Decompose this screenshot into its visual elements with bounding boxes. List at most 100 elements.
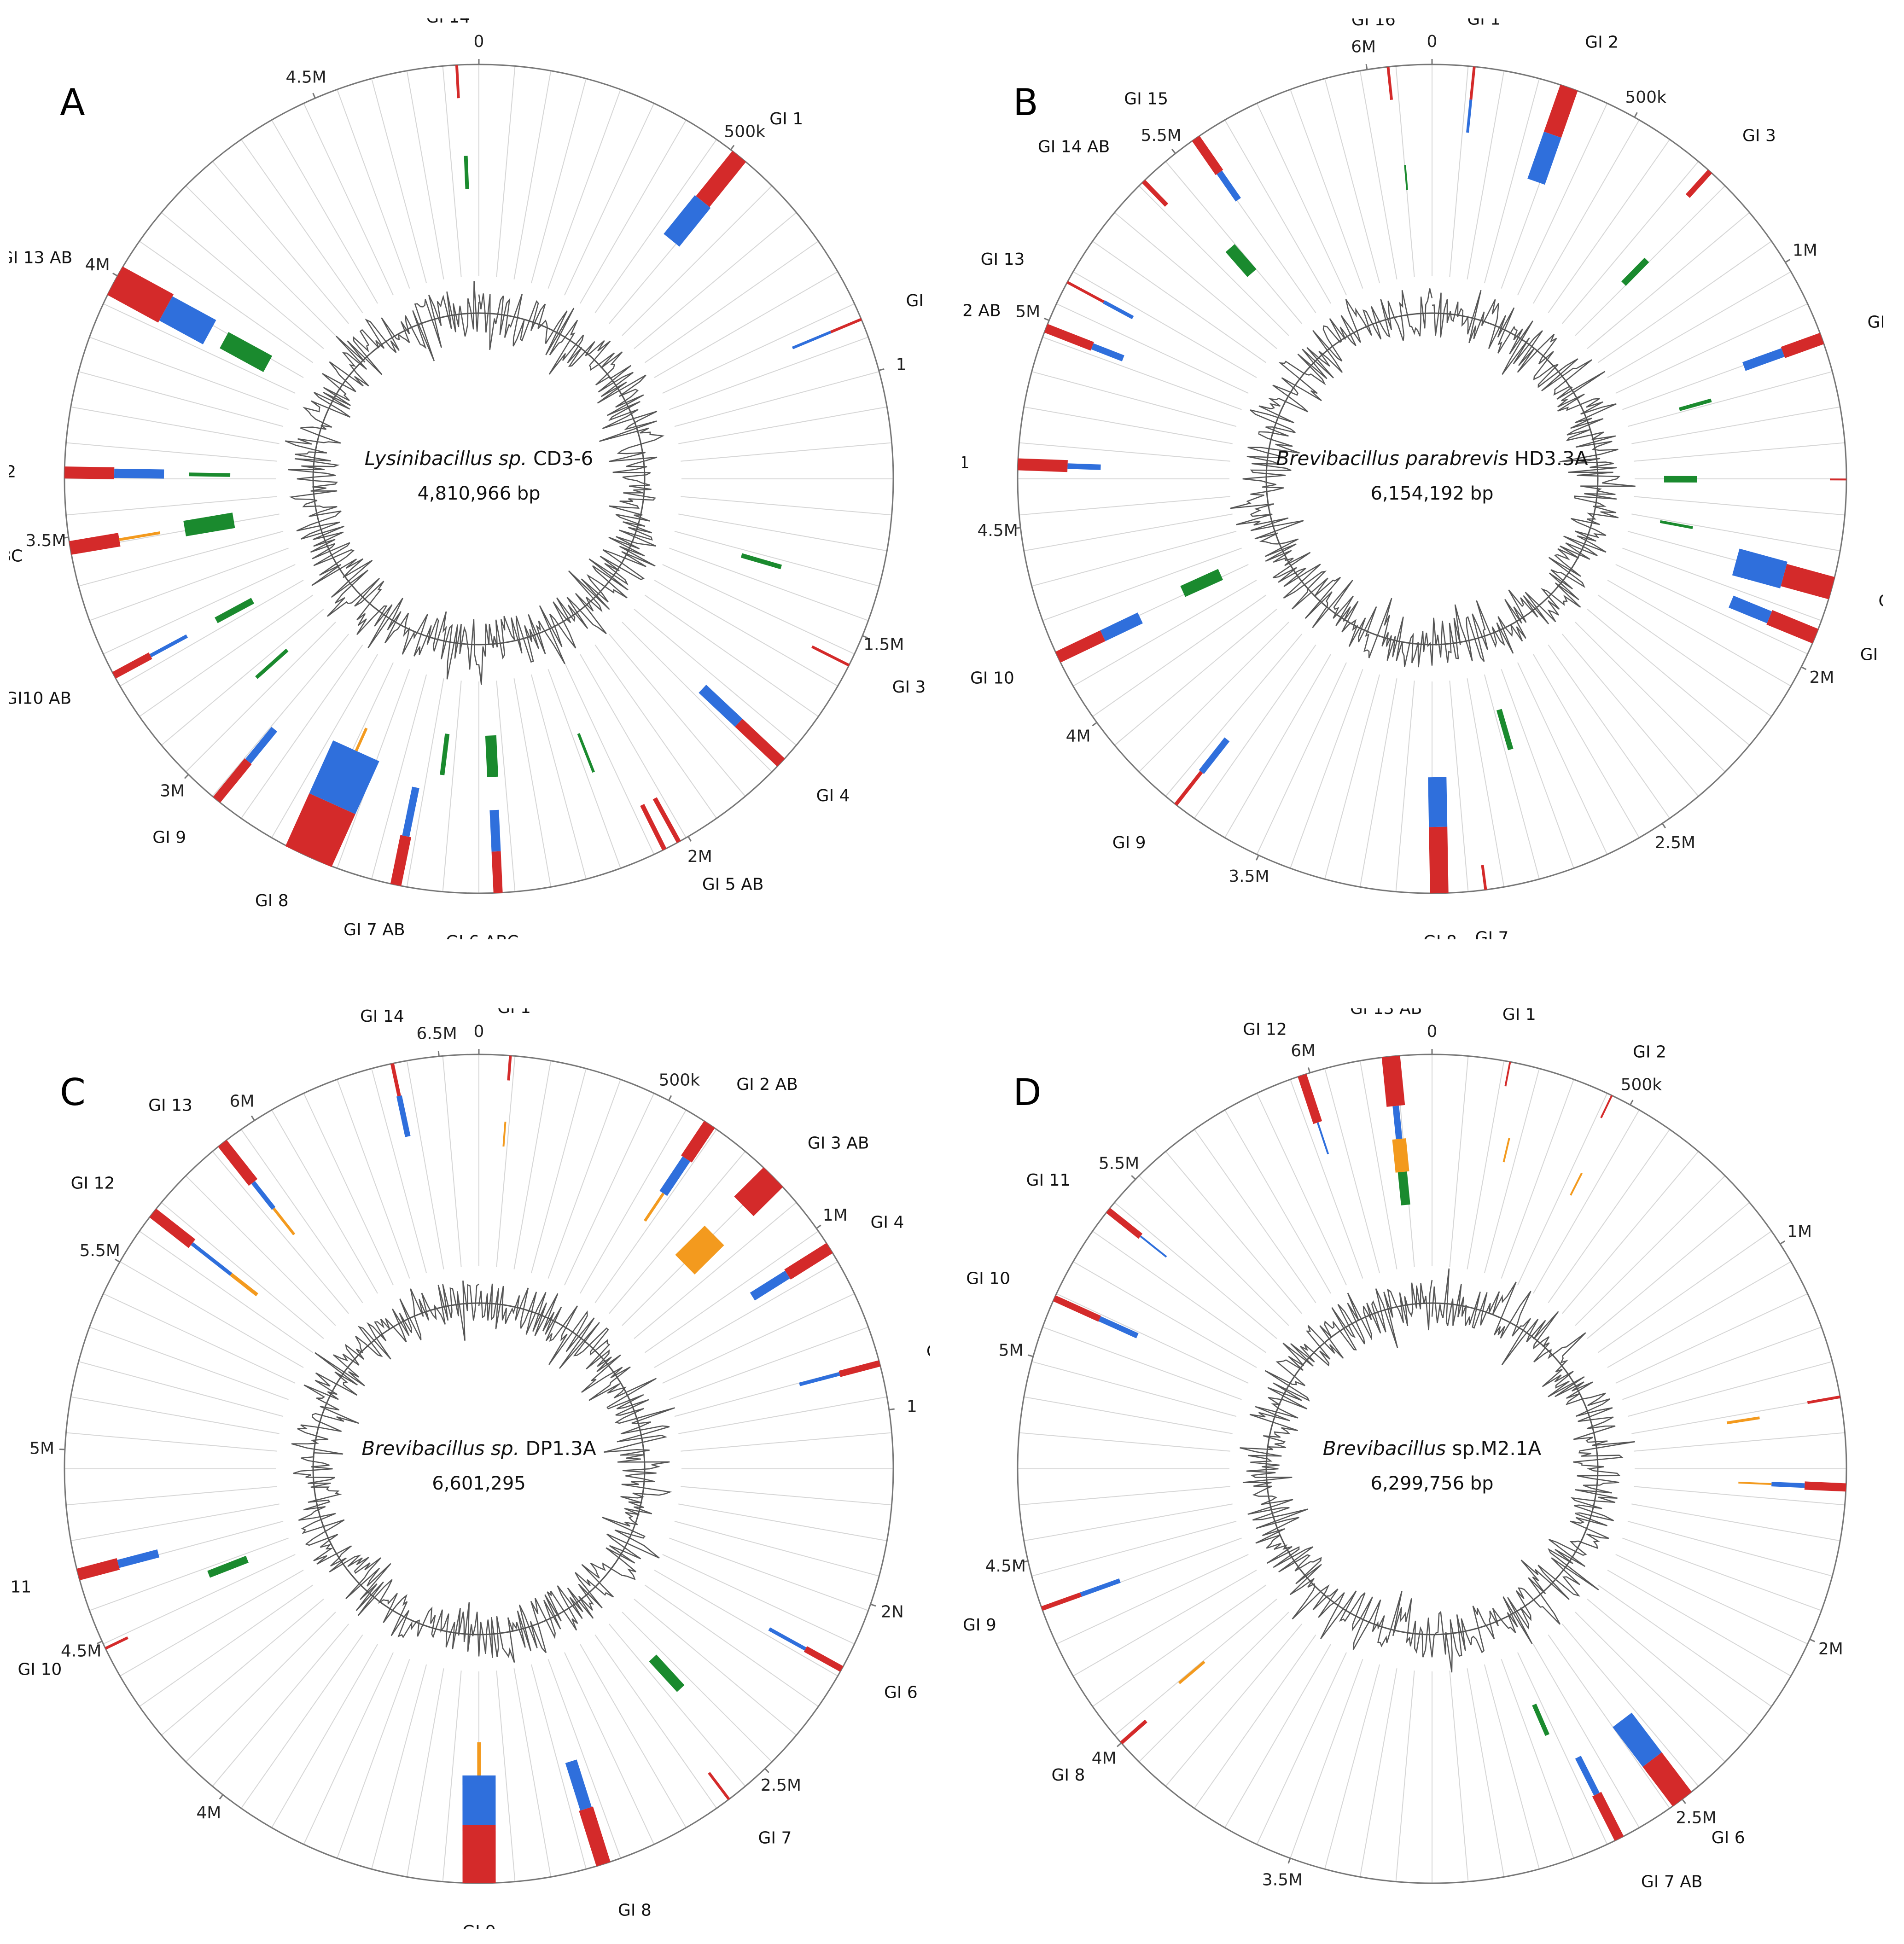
spoke-line: [1290, 89, 1363, 289]
feature-green: [1180, 569, 1223, 597]
spoke-line: [1031, 1520, 1237, 1577]
spoke-line: [594, 1634, 717, 1809]
island-label: GI 7: [758, 1828, 792, 1847]
spoke-line: [1533, 120, 1640, 304]
spoke-line: [564, 103, 655, 296]
spoke-line: [681, 496, 892, 516]
organism-strain: HD3.3A: [1508, 447, 1588, 470]
tick-mark: [889, 1408, 895, 1411]
island-label: GI 2 AB: [736, 1075, 798, 1094]
spoke-line: [654, 271, 838, 378]
spoke-line: [496, 66, 516, 277]
feature-green: [464, 156, 469, 189]
spoke-line: [1359, 1668, 1397, 1877]
island-label: GI 8: [1423, 932, 1457, 939]
feature-blue: [1140, 1235, 1167, 1258]
spoke-line: [1484, 78, 1540, 284]
tick-mark: [1027, 1354, 1034, 1357]
island-labels: GI 1 GI 2 GI 3 GI 4 AB GI 5 GI 6 GI 7 GI 8 GI 9 G…: [962, 18, 1883, 939]
spoke-line: [1631, 1396, 1840, 1434]
spoke-line: [1031, 371, 1237, 427]
tick-mark: [184, 774, 189, 779]
feature-orange: [1738, 1481, 1772, 1485]
tick-labels: 0 500k 1 1.5M 2M 3M 3.5M 4M 4.5M: [25, 32, 906, 866]
spoke-line: [594, 139, 717, 314]
spoke-line: [644, 1584, 819, 1707]
feature-red: [1429, 826, 1449, 894]
island-label: GI 5: [926, 1342, 930, 1361]
feature-red: [455, 65, 460, 99]
spoke-line: [530, 78, 587, 284]
spoke-line: [1024, 1503, 1233, 1542]
feature-red: [1600, 1095, 1613, 1118]
spoke-line: [185, 1612, 336, 1763]
spoke-line: [1501, 669, 1574, 869]
feature-red: [696, 151, 746, 207]
island-label: GI 3: [1742, 127, 1776, 146]
feature-blue: [149, 634, 188, 658]
tick-label: 6M: [1351, 38, 1376, 57]
feature-red: [804, 1646, 844, 1672]
feature-orange: [1178, 1660, 1205, 1684]
panel-label: A: [60, 81, 85, 124]
feature-orange: [1502, 1137, 1510, 1163]
spoke-line: [185, 622, 336, 773]
spoke-line: [678, 513, 887, 552]
island-label: GI 4: [870, 1213, 904, 1232]
spoke-line: [78, 371, 284, 427]
organism-name: Lysinibacillus sp. CD3-6: [365, 447, 593, 470]
tick-mark: [1365, 64, 1368, 70]
feature-green: [207, 1555, 249, 1578]
spoke-line: [1562, 634, 1699, 797]
tick-mark: [816, 1224, 821, 1229]
spoke-line: [1467, 1060, 1505, 1269]
spoke-line: [1467, 70, 1505, 279]
spoke-line: [1256, 662, 1347, 855]
tick-mark: [1630, 1100, 1634, 1106]
spoke-line: [303, 103, 394, 296]
tick-label: 5.5M: [1141, 126, 1181, 145]
feature-red: [811, 645, 850, 667]
spoke-line: [442, 681, 462, 892]
spoke-line: [1587, 212, 1750, 349]
spoke-line: [609, 1624, 746, 1787]
spoke-line: [1615, 303, 1808, 394]
spoke-line: [1165, 1624, 1302, 1787]
tick-mark: [1661, 823, 1666, 829]
spoke-line: [185, 185, 336, 336]
spoke-line: [139, 1584, 314, 1707]
spoke-line: [1042, 337, 1242, 410]
spoke-line: [681, 442, 892, 462]
spoke-line: [1533, 654, 1640, 838]
feature-red: [69, 533, 121, 555]
island-label: GI 5: [1878, 592, 1883, 611]
tick-label: 3.5M: [1229, 867, 1269, 886]
tick-mark: [862, 635, 868, 639]
feature-blue: [1428, 777, 1448, 827]
feature-red: [838, 1360, 881, 1377]
feature-blue: [402, 786, 419, 837]
tick-label: 5.5M: [80, 1241, 120, 1260]
feature-blue: [191, 1242, 233, 1276]
spoke-line: [609, 634, 746, 797]
spoke-line: [1607, 580, 1791, 687]
spoke-line: [513, 1668, 552, 1877]
spoke-line: [406, 1668, 444, 1877]
feature-blue: [309, 740, 379, 815]
spoke-line: [580, 120, 687, 304]
tick-mark: [1785, 259, 1791, 263]
spoke-line: [662, 1554, 855, 1645]
spoke-line: [1056, 1554, 1249, 1645]
feature-orange: [1726, 1416, 1760, 1425]
feature-blue: [1613, 1712, 1662, 1767]
spoke-line: [1627, 1361, 1833, 1417]
feature-blue: [245, 727, 278, 764]
feature-red: [1807, 1395, 1840, 1404]
feature-tracks: [1041, 1055, 1846, 1841]
spoke-line: [1114, 1599, 1277, 1736]
spoke-line: [66, 1432, 277, 1452]
island-label: GI 9: [462, 1922, 496, 1929]
feature-red: [112, 652, 152, 679]
